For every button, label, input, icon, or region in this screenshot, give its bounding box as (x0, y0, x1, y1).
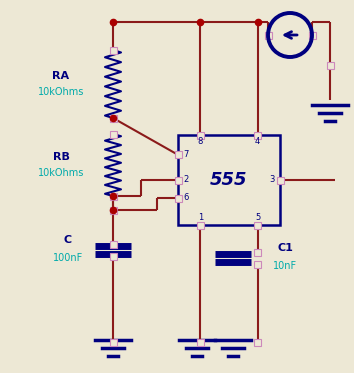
Text: RB: RB (52, 152, 69, 162)
Bar (326, 62, 333, 69)
Bar (254, 339, 261, 345)
Bar (197, 339, 204, 345)
Text: 3: 3 (269, 176, 275, 185)
Bar (109, 192, 116, 200)
Bar (109, 339, 116, 345)
Bar (308, 31, 315, 38)
Text: RA: RA (52, 71, 70, 81)
Bar (109, 241, 116, 248)
Text: 5: 5 (255, 213, 260, 223)
Text: 100nF: 100nF (53, 253, 83, 263)
Bar (109, 47, 116, 53)
Text: 10kOhms: 10kOhms (38, 168, 84, 178)
Bar (254, 132, 261, 138)
Bar (175, 151, 182, 158)
Text: 4: 4 (255, 138, 260, 147)
Bar (109, 131, 116, 138)
Bar (254, 222, 261, 229)
Bar (197, 132, 204, 138)
Text: 2: 2 (183, 176, 189, 185)
Text: 555: 555 (210, 171, 248, 189)
Text: 1: 1 (198, 213, 203, 223)
Text: 10nF: 10nF (273, 261, 297, 271)
Text: C: C (64, 235, 72, 245)
Bar (178, 135, 280, 225)
Bar (276, 176, 284, 184)
Bar (175, 194, 182, 201)
Text: 7: 7 (183, 150, 189, 159)
Text: 10kOhms: 10kOhms (38, 87, 84, 97)
Bar (109, 115, 116, 122)
Text: 6: 6 (183, 194, 189, 203)
Bar (109, 253, 116, 260)
Bar (175, 176, 182, 184)
Bar (254, 248, 261, 256)
Text: 8: 8 (198, 138, 203, 147)
Bar (197, 222, 204, 229)
Bar (264, 31, 272, 38)
Text: C1: C1 (277, 243, 293, 253)
Bar (254, 260, 261, 267)
Bar (109, 207, 116, 213)
